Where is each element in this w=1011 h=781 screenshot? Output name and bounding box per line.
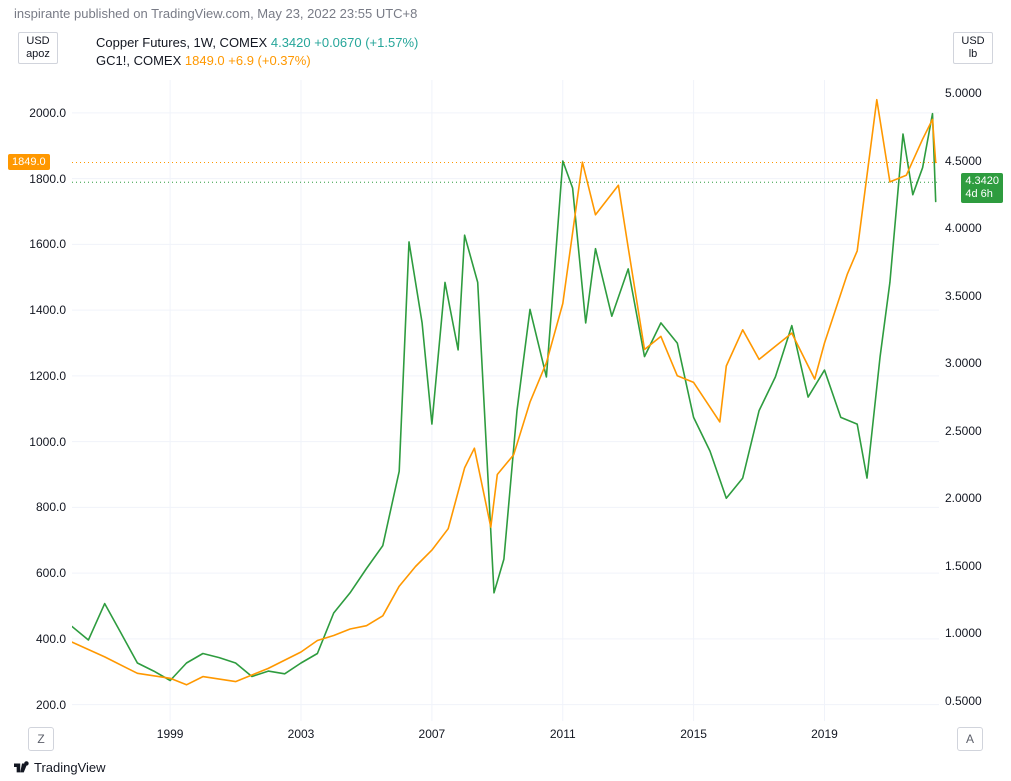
y-right-tick: 3.5000 <box>945 289 995 303</box>
y-left-tick: 1400.0 <box>16 303 66 317</box>
y-left-tick: 1600.0 <box>16 237 66 251</box>
y-left-tick: 1200.0 <box>16 369 66 383</box>
legend-name: GC1!, COMEX <box>96 53 181 68</box>
price-chart[interactable] <box>72 80 939 721</box>
y-right-tick: 3.0000 <box>945 356 995 370</box>
chart-legend: Copper Futures, 1W, COMEX 4.3420 +0.0670… <box>96 34 418 69</box>
publish-info: inspirante published on TradingView.com,… <box>14 6 417 21</box>
x-tick: 2007 <box>419 727 446 741</box>
x-tick: 2019 <box>811 727 838 741</box>
x-tick: 2003 <box>288 727 315 741</box>
y-left-tick: 400.0 <box>16 632 66 646</box>
y-right-tick: 1.5000 <box>945 559 995 573</box>
legend-change: +6.9 (+0.37%) <box>228 53 310 68</box>
zoom-button[interactable]: Z <box>28 727 54 751</box>
tradingview-icon <box>14 759 30 775</box>
y-right-tick: 2.0000 <box>945 491 995 505</box>
legend-value: 4.3420 <box>271 35 311 50</box>
chart-canvas <box>72 80 939 721</box>
right-axis-unit-line1: USD <box>960 35 986 48</box>
legend-change: +0.0670 (+1.57%) <box>314 35 418 50</box>
y-left-tick: 200.0 <box>16 698 66 712</box>
price-tag-copper: 4.34204d 6h <box>961 173 1003 202</box>
y-right-tick: 5.0000 <box>945 86 995 100</box>
brand-text: TradingView <box>34 760 106 775</box>
y-left-tick: 1000.0 <box>16 435 66 449</box>
legend-value: 1849.0 <box>185 53 225 68</box>
y-left-tick: 1800.0 <box>16 172 66 186</box>
right-axis-unit[interactable]: USD lb <box>953 32 993 64</box>
x-tick: 1999 <box>157 727 184 741</box>
right-axis-unit-line2: lb <box>960 48 986 61</box>
auto-button[interactable]: A <box>957 727 983 751</box>
tradingview-logo[interactable]: TradingView <box>14 759 106 775</box>
price-tag-gold: 1849.0 <box>8 154 50 171</box>
y-right-tick: 2.5000 <box>945 424 995 438</box>
y-left-tick: 600.0 <box>16 566 66 580</box>
left-axis-unit[interactable]: USD apoz <box>18 32 58 64</box>
legend-row-gold[interactable]: GC1!, COMEX 1849.0 +6.9 (+0.37%) <box>96 52 418 70</box>
legend-name: Copper Futures, 1W, COMEX <box>96 35 267 50</box>
y-right-tick: 4.5000 <box>945 154 995 168</box>
y-left-tick: 800.0 <box>16 500 66 514</box>
y-right-tick: 1.0000 <box>945 626 995 640</box>
y-right-tick: 0.5000 <box>945 694 995 708</box>
y-left-tick: 2000.0 <box>16 106 66 120</box>
left-axis-unit-line1: USD <box>25 35 51 48</box>
legend-row-copper[interactable]: Copper Futures, 1W, COMEX 4.3420 +0.0670… <box>96 34 418 52</box>
x-tick: 2011 <box>550 727 576 741</box>
y-right-tick: 4.0000 <box>945 221 995 235</box>
x-tick: 2015 <box>680 727 707 741</box>
left-axis-unit-line2: apoz <box>25 48 51 61</box>
